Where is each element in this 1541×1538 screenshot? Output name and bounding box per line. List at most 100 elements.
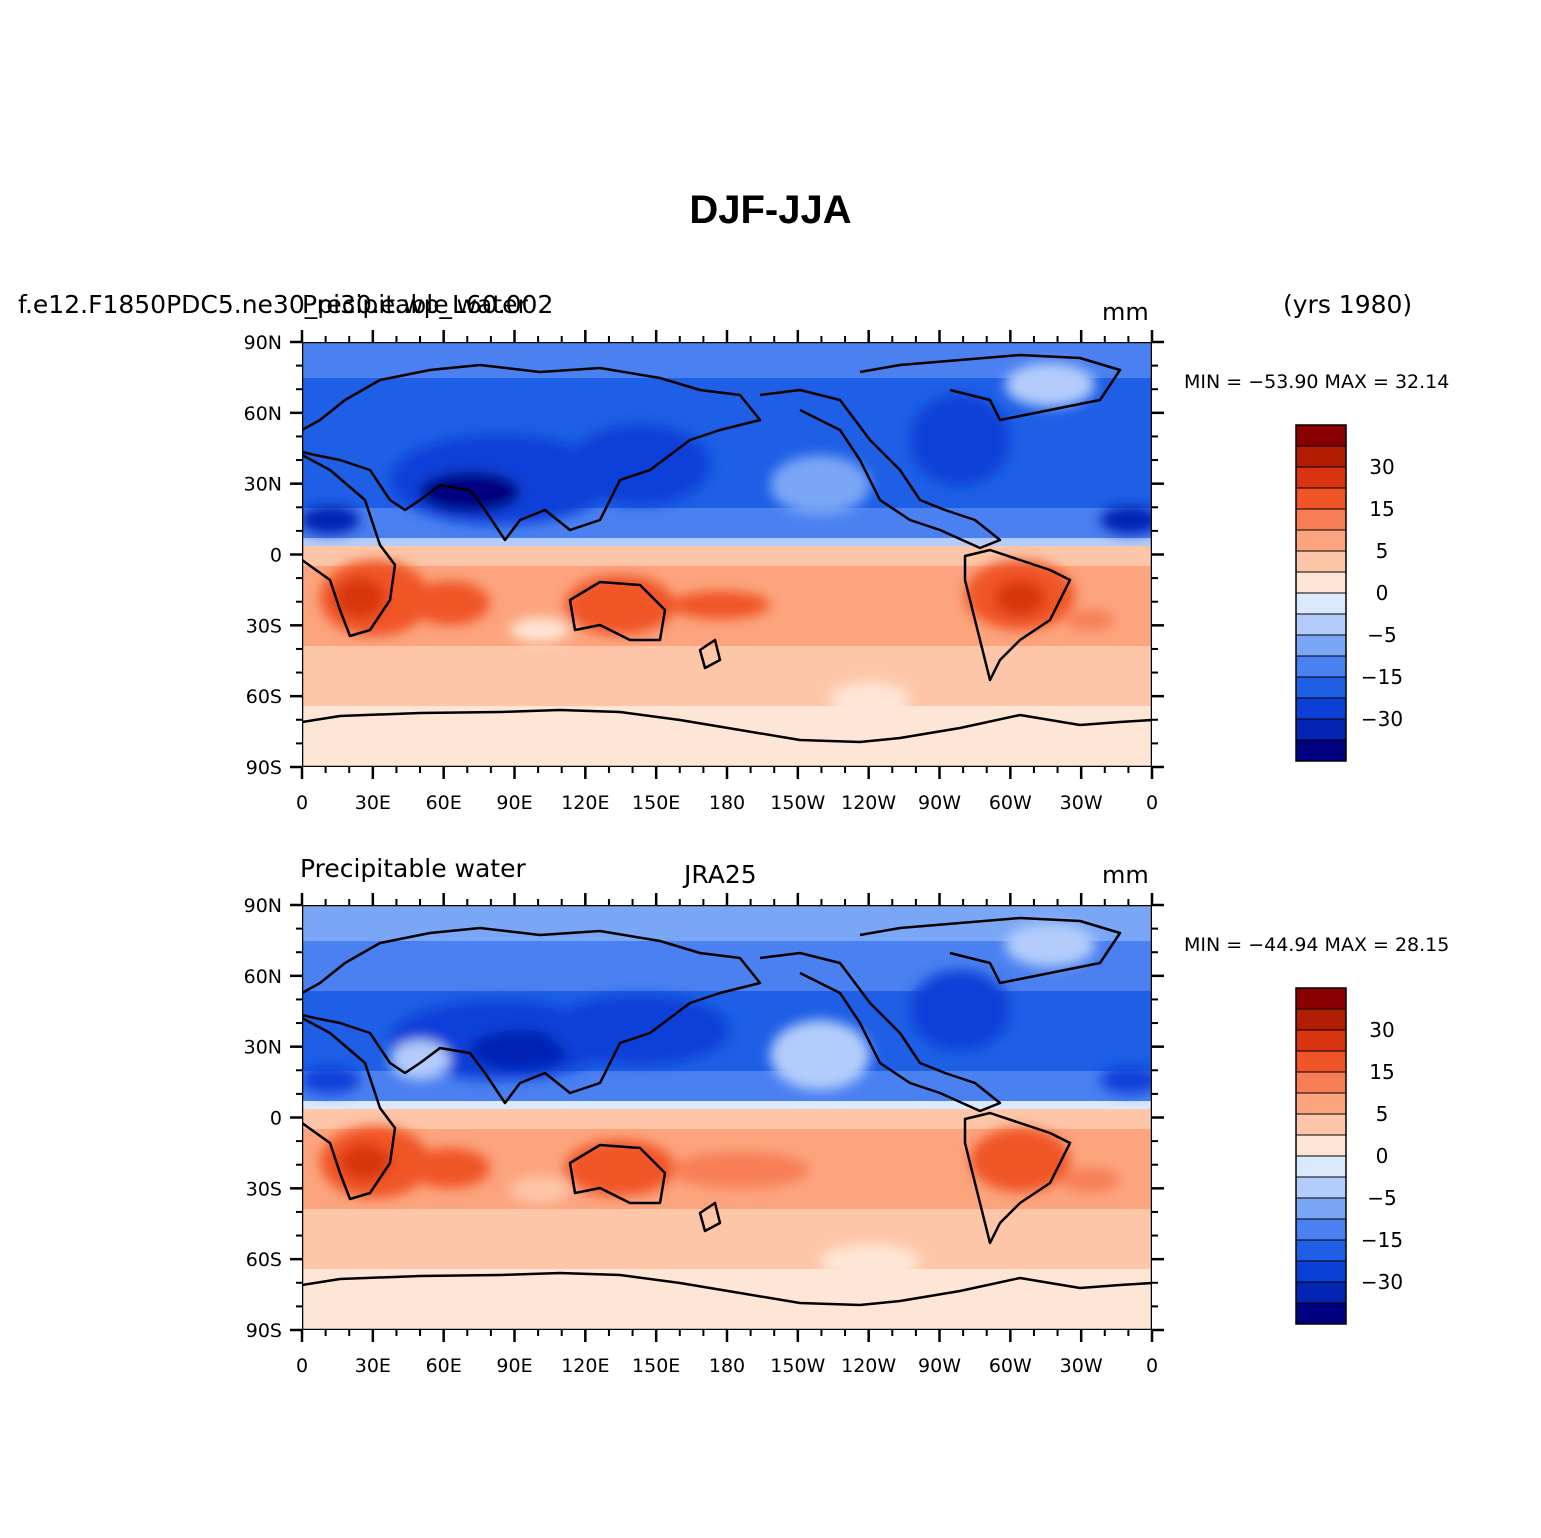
panel2-variable-label: Precipitable water (300, 854, 526, 883)
colorbar-swatch (1295, 718, 1347, 741)
colorbar-swatch (1295, 1113, 1347, 1136)
colorbar-swatch (1295, 592, 1347, 615)
colorbar-swatch (1295, 655, 1347, 678)
panel1-units-label: mm (1102, 298, 1149, 326)
lon-tick-label: 60W (989, 792, 1032, 814)
colorbar-swatch (1295, 613, 1347, 636)
colorbar-swatch (1295, 697, 1347, 720)
band-south-tropic (302, 546, 1152, 566)
lon-tick-label: 150W (770, 792, 825, 814)
panel2-units-label: mm (1102, 861, 1149, 889)
colorbar-swatch (1295, 424, 1347, 447)
colorbar-swatch (1295, 739, 1347, 762)
colorbar-swatch (1295, 1218, 1347, 1241)
lat-tick-label: 60N (244, 403, 282, 425)
colorbar-swatch (1295, 1134, 1347, 1157)
lat-tick-label: 90N (244, 332, 282, 354)
panel1-case-label: f.e12.F1850PDC5.ne30_pi30.e.wp_L60.002 (18, 290, 554, 319)
colorbar-label: 0 (1376, 581, 1389, 605)
colorbar-swatch (1295, 550, 1347, 573)
colorbar-swatch (1295, 1197, 1347, 1220)
colorbar-frame (1295, 987, 1347, 1325)
colorbar-label: −30 (1361, 1270, 1403, 1294)
panel1-min-max: MIN = −53.90 MAX = 32.14 (1184, 371, 1450, 393)
lat-tick-label: 30S (246, 615, 282, 637)
lon-tick-label: 90E (496, 792, 532, 814)
colorbar-label: 0 (1376, 1144, 1389, 1168)
lon-tick-label: 180 (709, 1355, 745, 1377)
band-south-mid (302, 1209, 1152, 1269)
colorbar-label: 5 (1376, 1102, 1389, 1126)
lat-tick-label: 90N (244, 895, 282, 917)
panel2-dataset-label: JRA25 (684, 860, 757, 889)
years-label: (yrs 1980) (1283, 290, 1413, 319)
colorbar-label: −5 (1367, 1186, 1396, 1210)
lon-tick-label: 60E (426, 1355, 462, 1377)
lat-tick-label: 30N (244, 474, 282, 496)
lon-tick-label: 0 (1146, 1355, 1158, 1377)
lon-tick-label: 150E (632, 1355, 680, 1377)
panel1-axes: 90N 60N 30N 0 30S 60S 90S 0 30E 60E 90E 120E 150E 180… (244, 330, 1164, 814)
panel1-colorbar: 30 15 5 0 −5 −15 −30 (1295, 424, 1403, 762)
lon-tick-label: 30W (1060, 792, 1103, 814)
lat-tick-label: 30N (244, 1037, 282, 1059)
colorbar-swatch (1295, 634, 1347, 657)
lon-tick-label: 90E (496, 1355, 532, 1377)
band-arctic (302, 342, 1152, 378)
lon-tick-label: 120W (841, 1355, 896, 1377)
band-subtropic (302, 1071, 1152, 1101)
colorbar-swatch (1295, 676, 1347, 699)
panel2-axes: 90N 60N 30N 0 30S 60S 90S 0 30E 60E 90E 120E 150E 180… (244, 893, 1164, 1377)
lon-tick-label: 30W (1060, 1355, 1103, 1377)
lat-tick-label: 90S (246, 757, 282, 779)
colorbar-label: 30 (1369, 1018, 1394, 1042)
colorbar-swatch (1295, 1050, 1347, 1073)
colorbar-swatch (1295, 1239, 1347, 1262)
colorbar-swatch (1295, 487, 1347, 510)
lat-tick-label: 0 (270, 1108, 282, 1130)
colorbar-swatch (1295, 1281, 1347, 1304)
lat-tick-label: 0 (270, 545, 282, 567)
panel1-variable-label: Precipitable water (302, 290, 528, 319)
lon-tick-label: 30E (355, 792, 391, 814)
colorbar-frame (1295, 424, 1347, 762)
lon-tick-label: 120W (841, 792, 896, 814)
lon-tick-label: 0 (296, 1355, 308, 1377)
panel2-min-max: MIN = −44.94 MAX = 28.15 (1184, 934, 1450, 956)
colorbar-swatch (1295, 1029, 1347, 1052)
colorbar-swatch (1295, 529, 1347, 552)
colorbar-swatch (1295, 571, 1347, 594)
lat-tick-label: 90S (246, 1320, 282, 1342)
lon-tick-label: 90W (918, 792, 961, 814)
lat-tick-label: 60N (244, 966, 282, 988)
colorbar-swatch (1295, 1302, 1347, 1325)
band-equator (302, 538, 1152, 546)
colorbar-label: 30 (1369, 455, 1394, 479)
colorbar-swatch (1295, 1155, 1347, 1178)
lat-tick-label: 30S (246, 1178, 282, 1200)
lon-tick-label: 30E (355, 1355, 391, 1377)
lat-tick-label: 60S (246, 686, 282, 708)
colorbar-swatch (1295, 1176, 1347, 1199)
colorbar-label: 5 (1376, 539, 1389, 563)
colorbar-label: −5 (1367, 623, 1396, 647)
panel2-colorbar: 30 15 5 0 −5 −15 −30 (1295, 987, 1403, 1325)
lon-tick-label: 90W (918, 1355, 961, 1377)
lon-tick-label: 150E (632, 792, 680, 814)
panel2-map (302, 905, 1152, 1330)
colorbar-swatch (1295, 1260, 1347, 1283)
lon-tick-label: 0 (296, 792, 308, 814)
colorbar-swatch (1295, 1008, 1347, 1031)
colorbar-swatch (1295, 987, 1347, 1010)
colorbar-swatch (1295, 466, 1347, 489)
lon-tick-label: 150W (770, 1355, 825, 1377)
lon-tick-label: 180 (709, 792, 745, 814)
colorbar-swatch (1295, 1071, 1347, 1094)
lat-tick-label: 60S (246, 1249, 282, 1271)
band-south-tropic (302, 1109, 1152, 1129)
panel1-map (302, 342, 1152, 767)
colorbar-label: 15 (1369, 1060, 1394, 1084)
lon-tick-label: 120E (561, 1355, 609, 1377)
colorbar-label: −30 (1361, 707, 1403, 731)
